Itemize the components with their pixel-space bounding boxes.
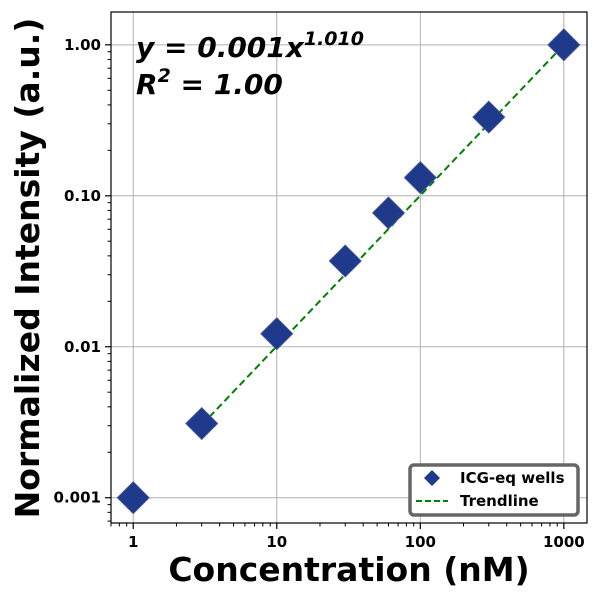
y-tick-label: 0.10 [64, 187, 101, 205]
data-point [371, 196, 406, 230]
y-tick-label: 0.01 [64, 338, 101, 356]
x-tick-labels: 1 10 100 1000 [128, 533, 585, 551]
data-point [260, 317, 294, 351]
equation-annotation: y = 0.001x1.010 [136, 28, 364, 64]
y-tick-labels: 0.001 0.01 0.10 1.00 [54, 36, 101, 507]
r-squared-annotation: R2 = 1.00 [136, 65, 283, 101]
data-point [403, 161, 437, 195]
data-point [116, 481, 150, 515]
data-point [328, 244, 362, 278]
r-squared-value: = 1.00 [171, 68, 283, 101]
legend-diamond-marker [424, 470, 440, 486]
data-point [185, 406, 219, 441]
plot-frame [110, 11, 588, 524]
x-tick-label: 10 [266, 533, 287, 551]
data-point [547, 28, 581, 62]
x-tick-label: 1000 [543, 533, 585, 551]
legend-box [408, 463, 580, 517]
legend-label-scatter: ICG-eq wells [460, 469, 565, 487]
y-axis-title: Normalized Intensity (a.u.) [8, 18, 47, 519]
legend: ICG-eq wells Trendline [408, 463, 580, 517]
grid [111, 12, 587, 523]
x-tick-label: 1 [128, 533, 138, 551]
x-tick-label: 100 [405, 533, 436, 551]
equation-exponent: 1.010 [304, 28, 364, 50]
major-ticks [105, 44, 565, 529]
y-tick-label: 0.001 [54, 489, 101, 507]
r-squared-prefix: R [136, 68, 158, 101]
data-point [472, 100, 506, 134]
x-axis-title: Concentration (nM) [168, 550, 529, 589]
equation-prefix: y = 0.001x [136, 31, 305, 64]
data-points [116, 28, 581, 515]
legend-label-trendline: Trendline [460, 492, 539, 510]
r-squared-superscript: 2 [158, 65, 171, 87]
y-tick-label: 1.00 [64, 36, 101, 54]
